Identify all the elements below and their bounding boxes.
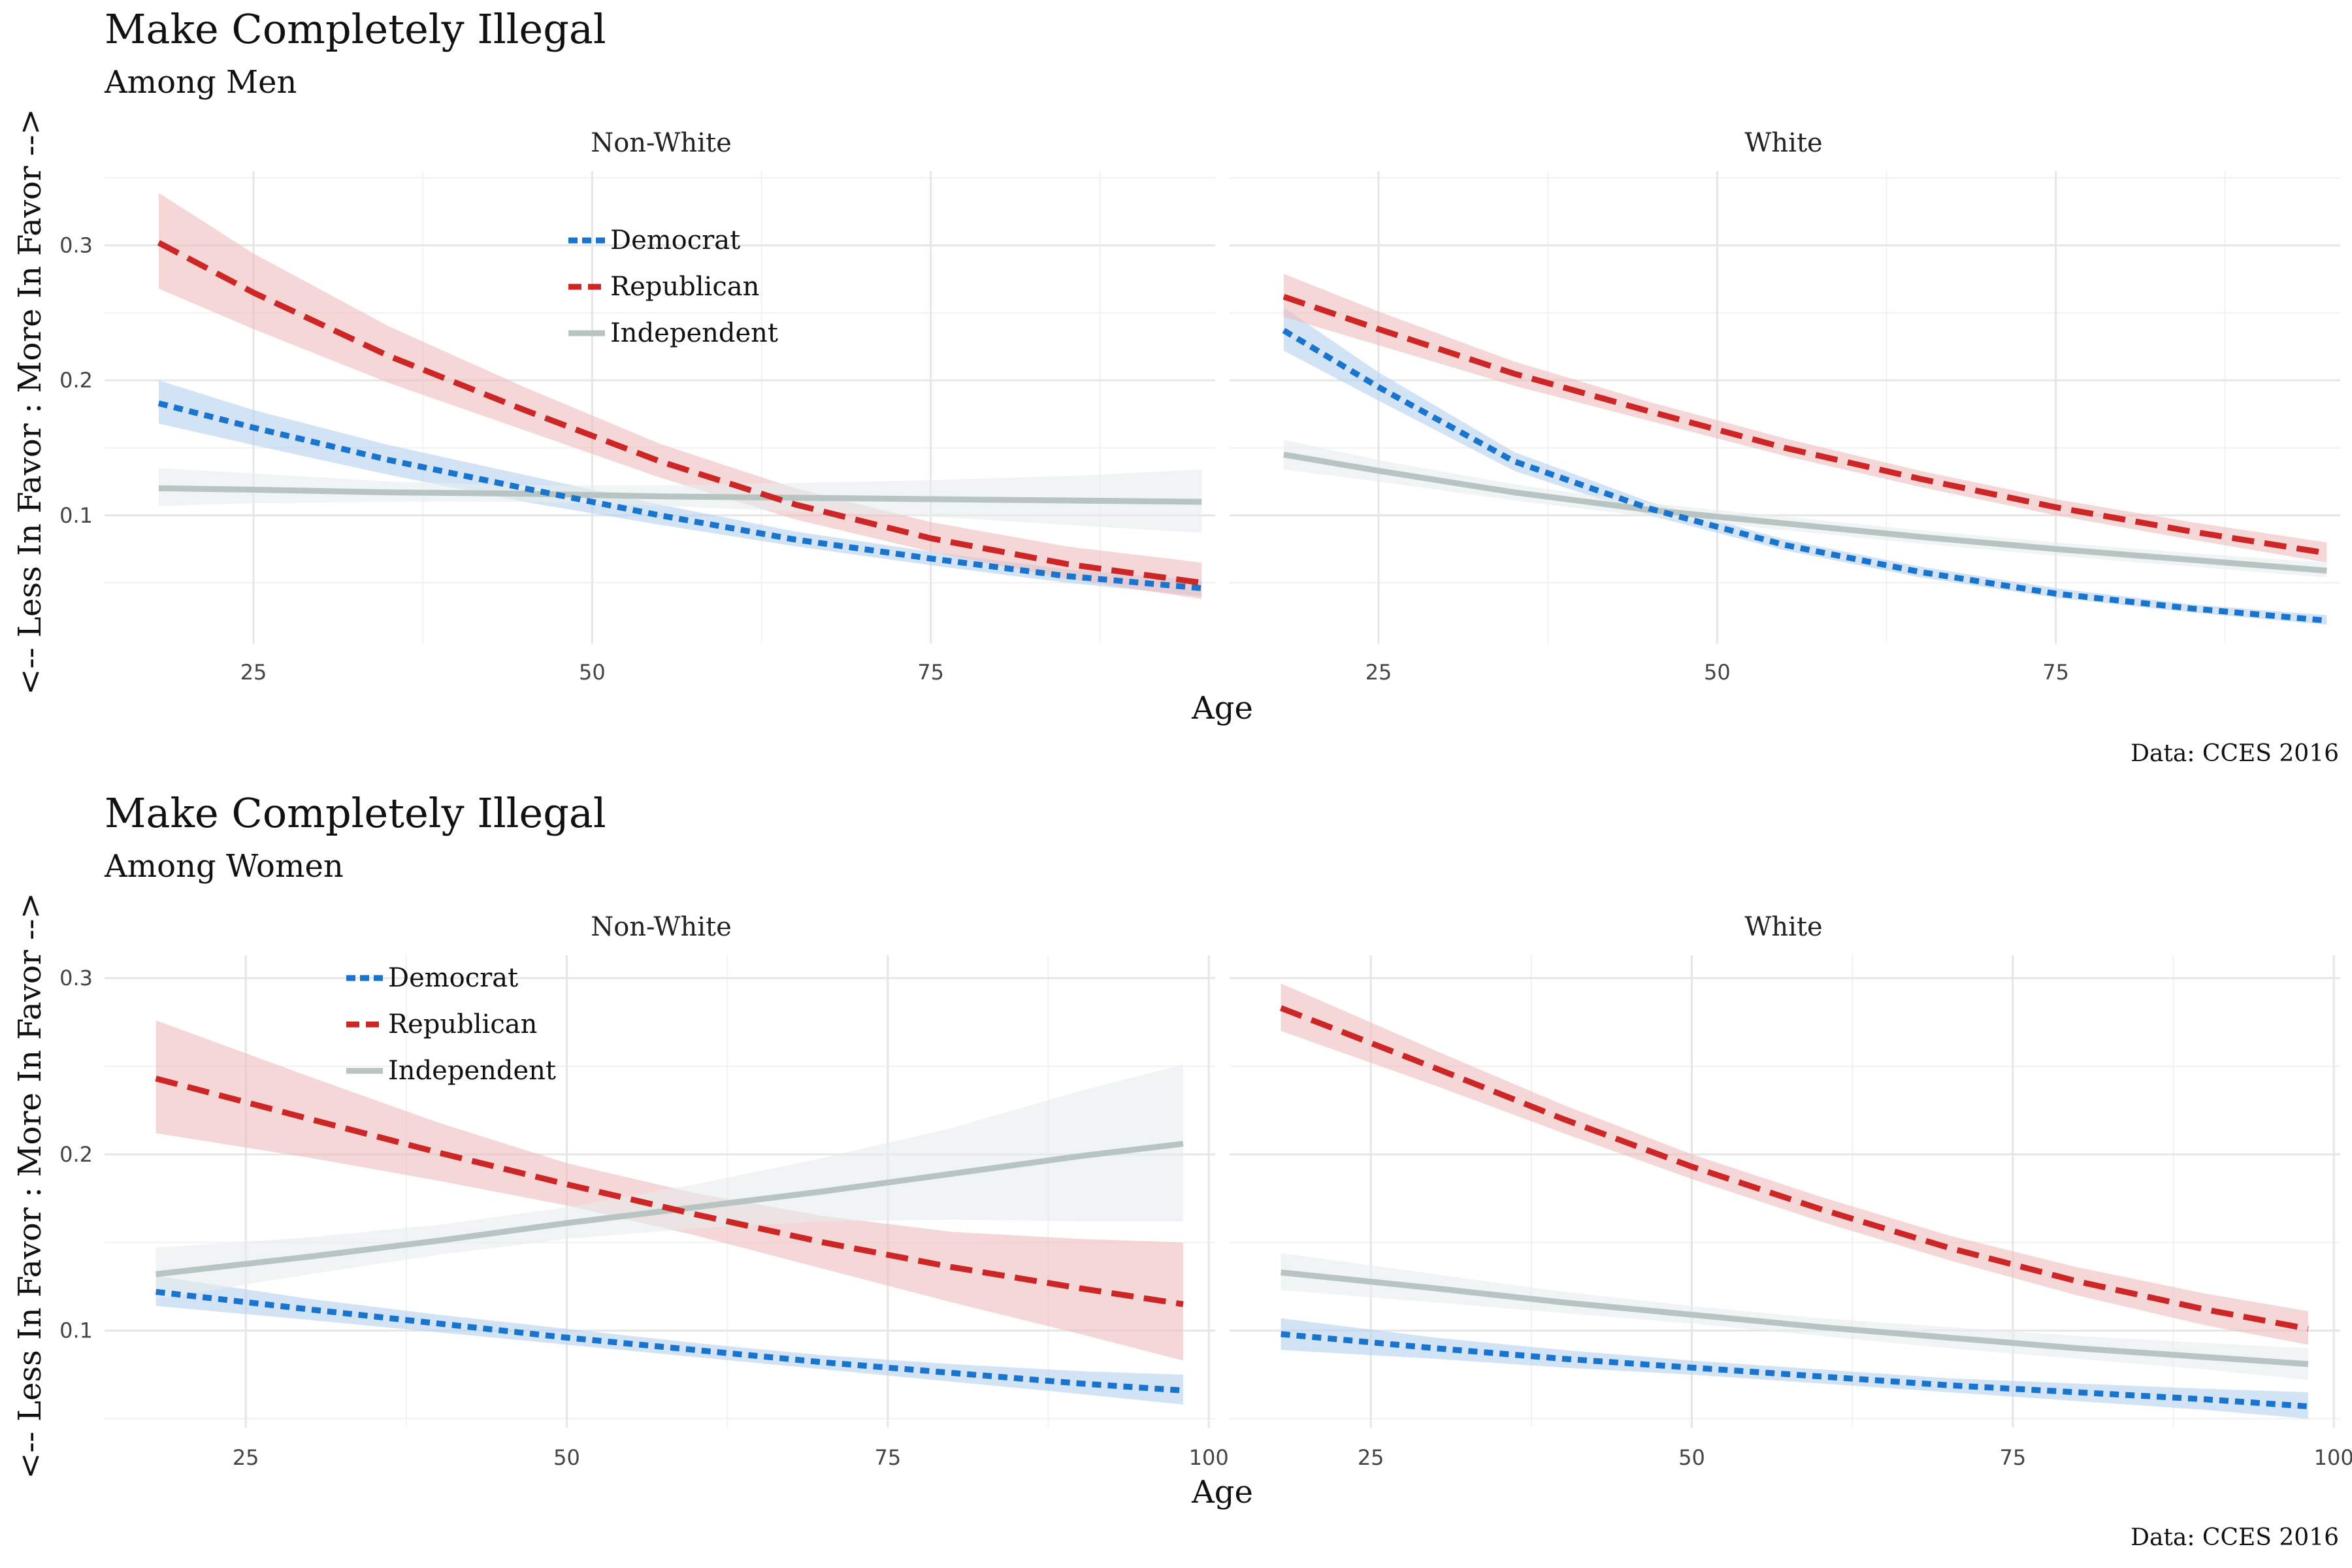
panel-non-white: 25 50 75 0.1 0.2 0.3	[59, 171, 1215, 685]
x-axis-title: Age	[1191, 690, 1253, 727]
y-axis-title: <-- Less In Favor : More In Favor -->	[12, 108, 48, 695]
chart-men: 25 50 75 25 50 75 0.1 0.2 0.3 Make Completely Il…	[12, 5, 2340, 767]
x-tick-label: 25	[1358, 1445, 1384, 1470]
chart-title: Make Completely Illegal	[105, 789, 606, 837]
series-line-democrat	[1281, 1331, 2309, 1410]
caption: Data: CCES 2016	[2131, 740, 2339, 767]
x-tick-label: 100	[1189, 1445, 1229, 1470]
x-axis-title: Age	[1191, 1474, 1253, 1511]
caption: Data: CCES 2016	[2131, 1524, 2339, 1551]
y-tick-label: 0.3	[59, 233, 93, 258]
series-line-democrat	[157, 400, 1202, 591]
ci-band-republican	[158, 193, 1202, 599]
x-tick-label: 100	[2314, 1445, 2352, 1470]
x-tick-label: 50	[1704, 660, 1731, 685]
series-line-republican	[155, 1075, 1184, 1307]
series-line-republican	[1282, 293, 2328, 557]
ci-band-independent	[155, 1064, 1183, 1299]
strip-label-white: White	[1744, 128, 1822, 158]
panel-white: 25 50 75 100	[1230, 955, 2352, 1470]
chart-title: Make Completely Illegal	[105, 5, 606, 53]
panel-non-white: 25 50 75 100 0.1 0.2 0.3	[59, 955, 1229, 1470]
y-tick-label: 0.1	[59, 1318, 93, 1343]
chart-subtitle: Among Men	[104, 64, 297, 101]
x-tick-label: 50	[553, 1445, 580, 1470]
legend-label-democrat: Democrat	[388, 963, 518, 993]
x-tick-label: 75	[2042, 660, 2069, 685]
series-line-independent	[155, 1141, 1184, 1277]
y-axis-title: <-- Less In Favor : More In Favor -->	[12, 892, 48, 1479]
ci-band-republican	[1283, 274, 2327, 563]
x-tick-label: 50	[1678, 1445, 1705, 1470]
legend-label-independent: Independent	[610, 318, 778, 348]
strip-label-non-white: Non-White	[591, 912, 732, 942]
legend: Democrat Republican Independent	[568, 225, 778, 348]
y-tick-label: 0.3	[59, 966, 93, 990]
chart-women: 25 50 75 100 25 50 75 100 0.1 0.2 0.3 Make Complet…	[12, 789, 2352, 1551]
series-line-republican	[1279, 1005, 2309, 1332]
ci-band-independent	[158, 468, 1202, 533]
y-tick-label: 0.1	[59, 503, 93, 528]
series-line-democrat	[155, 1288, 1184, 1394]
series-line-independent	[1283, 451, 2327, 574]
x-tick-label: 25	[1365, 660, 1392, 685]
panel-white: 25 50 75	[1230, 171, 2340, 685]
x-tick-label: 75	[874, 1445, 901, 1470]
series-line-independent	[158, 485, 1202, 505]
series-line-republican	[157, 240, 1202, 586]
x-tick-label: 75	[917, 660, 944, 685]
legend-label-independent: Independent	[388, 1056, 556, 1086]
legend-label-republican: Republican	[610, 272, 759, 302]
strip-label-white: White	[1744, 912, 1822, 942]
x-tick-label: 50	[579, 660, 606, 685]
series-line-democrat	[1282, 327, 2327, 624]
ci-band-republican	[1281, 983, 2308, 1345]
x-tick-label: 25	[240, 660, 267, 685]
legend: Democrat Republican Independent	[346, 963, 556, 1086]
legend-label-democrat: Democrat	[610, 225, 740, 255]
strip-label-non-white: Non-White	[591, 128, 732, 158]
series-line-independent	[1281, 1269, 2309, 1367]
x-tick-label: 25	[233, 1445, 259, 1470]
legend-label-republican: Republican	[388, 1009, 537, 1039]
y-tick-label: 0.2	[59, 1142, 93, 1167]
y-tick-label: 0.2	[59, 368, 93, 393]
chart-subtitle: Among Women	[104, 848, 344, 885]
x-tick-label: 75	[1999, 1445, 2026, 1470]
